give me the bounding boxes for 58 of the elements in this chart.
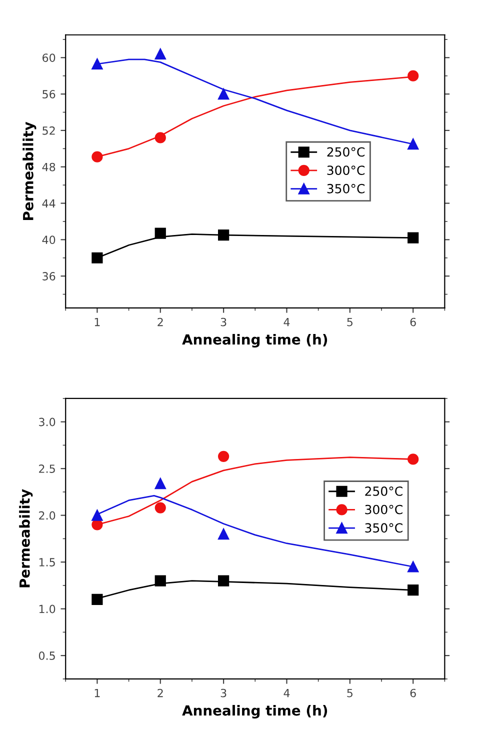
legend-label: 350°C	[365, 523, 402, 533]
y-tick-label: 40	[42, 236, 56, 244]
point	[154, 48, 166, 60]
point	[154, 478, 166, 490]
x-tick-label: 3	[220, 318, 226, 326]
point	[218, 450, 230, 462]
point	[154, 502, 166, 514]
point	[408, 584, 419, 596]
y-tick-label: 1.0	[39, 604, 56, 614]
point	[154, 132, 166, 144]
point	[92, 252, 103, 264]
x-tick-label: 5	[347, 318, 352, 326]
legend-label: 250°C	[327, 147, 365, 157]
y-tick-label: 48	[42, 162, 56, 172]
x-tick-label: 2	[158, 318, 163, 326]
y-axis-title: Permeability	[22, 122, 36, 220]
legend-label: 300°C	[365, 504, 402, 514]
point	[92, 151, 103, 162]
y-axis-title: Permeability	[19, 489, 33, 588]
point	[218, 528, 230, 540]
y-tick-label: 60	[42, 54, 56, 62]
y-tick-label: 1.5	[39, 558, 55, 566]
x-axis-title: Annealing time (h)	[182, 704, 328, 719]
x-tick-label: 5	[347, 688, 352, 698]
y-tick-label: 3.0	[39, 418, 56, 426]
x-tick-label: 4	[284, 688, 290, 698]
point	[408, 70, 419, 82]
point	[154, 575, 166, 586]
point	[408, 454, 419, 465]
point	[92, 58, 103, 70]
point	[408, 232, 419, 244]
x-tick-label: 6	[410, 318, 416, 326]
legend-label: 350°C	[327, 184, 365, 194]
legend-label: 300°C	[327, 166, 365, 176]
point	[154, 228, 166, 239]
point	[92, 519, 103, 530]
x-tick-label: 1	[94, 688, 100, 698]
x-tick-label: 3	[220, 688, 226, 698]
x-axis-title: Annealing time (h)	[182, 334, 328, 348]
x-tick-label: 4	[284, 318, 290, 326]
y-tick-label: 2.5	[39, 464, 55, 473]
y-tick-label: 2.0	[39, 511, 56, 520]
y-tick-label: 52	[42, 126, 55, 135]
x-tick-label: 1	[94, 318, 100, 326]
point	[218, 88, 230, 100]
point	[218, 230, 230, 241]
y-tick-label: 44	[42, 199, 56, 208]
y-tick-label: 0.5	[38, 652, 55, 660]
point	[408, 138, 419, 150]
y-tick-label: 56	[42, 90, 56, 98]
point	[92, 510, 103, 521]
x-tick-label: 2	[158, 688, 163, 698]
x-tick-label: 6	[410, 688, 416, 698]
point	[408, 561, 419, 572]
legend-label: 250°C	[365, 486, 402, 496]
y-tick-label: 36	[42, 272, 56, 280]
point	[218, 575, 230, 586]
point	[92, 594, 103, 606]
